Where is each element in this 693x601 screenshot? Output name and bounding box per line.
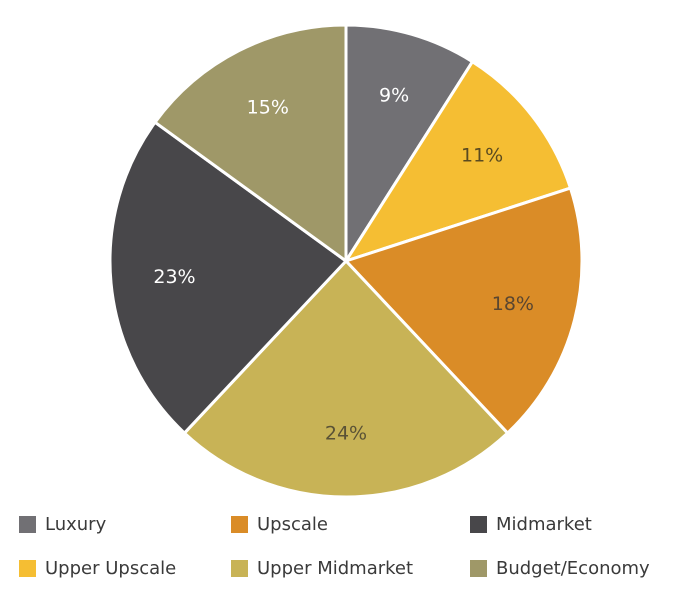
pie-slice-upscale: [344, 186, 584, 435]
pie-label-budget-economy: 15%: [247, 96, 289, 118]
pie-slices: [108, 23, 584, 499]
pie-label-upscale: 18%: [492, 293, 534, 315]
pie-label-upper-upscale: 11%: [461, 144, 503, 166]
pie-label-upper-midmarket: 24%: [325, 422, 367, 444]
pie-label-luxury: 9%: [379, 85, 409, 107]
pie-slice-upper-upscale: [344, 60, 572, 263]
pie-slice-upper-midmarket: [182, 259, 510, 499]
pie-labels: 9% 11% 18% 24% 23% 15%: [153, 85, 534, 445]
pie-slice-budget-economy: [153, 23, 348, 263]
pie-slice-luxury: [344, 23, 474, 263]
pie-label-midmarket: 23%: [153, 266, 195, 288]
pie-slice-midmarket: [108, 120, 348, 435]
